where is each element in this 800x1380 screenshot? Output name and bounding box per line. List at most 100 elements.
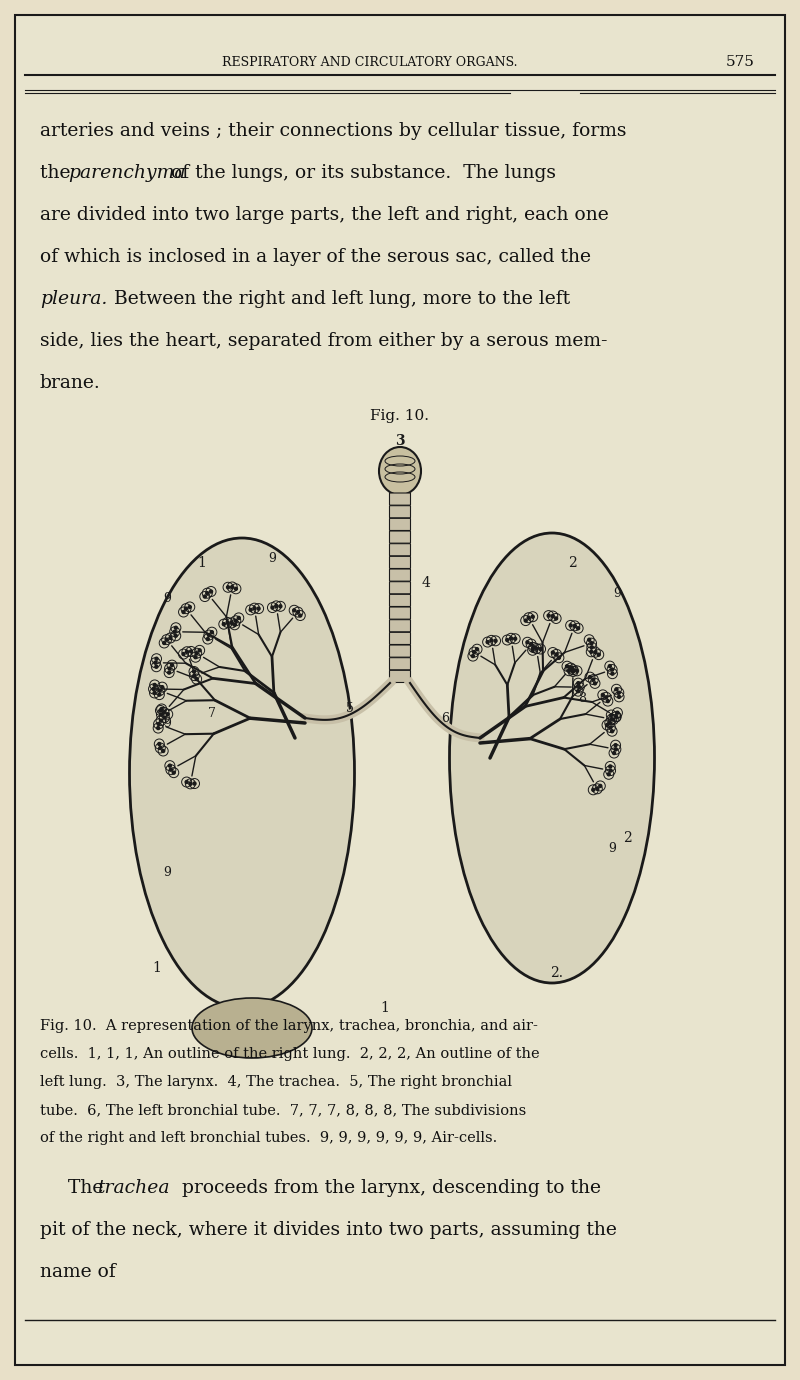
Text: 9: 9	[163, 592, 171, 604]
Text: are divided into two large parts, the left and right, each one: are divided into two large parts, the le…	[40, 206, 609, 224]
Text: RESPIRATORY AND CIRCULATORY ORGANS.: RESPIRATORY AND CIRCULATORY ORGANS.	[222, 55, 518, 69]
Circle shape	[598, 653, 600, 656]
Circle shape	[279, 604, 282, 607]
Circle shape	[608, 722, 611, 724]
Circle shape	[578, 686, 581, 689]
Text: 2.: 2.	[550, 966, 563, 980]
FancyBboxPatch shape	[390, 493, 410, 505]
Text: left lung.  3, The larynx.  4, The trachea.  5, The right bronchial: left lung. 3, The larynx. 4, The trachea…	[40, 1075, 512, 1089]
FancyBboxPatch shape	[390, 607, 410, 620]
Circle shape	[614, 715, 618, 718]
Circle shape	[613, 752, 615, 755]
Circle shape	[230, 621, 234, 624]
Text: 9: 9	[613, 712, 621, 724]
Circle shape	[193, 675, 196, 678]
Circle shape	[609, 769, 612, 771]
Text: 1: 1	[198, 556, 206, 570]
Circle shape	[233, 624, 236, 627]
Circle shape	[532, 646, 535, 649]
Circle shape	[161, 686, 164, 689]
FancyBboxPatch shape	[390, 632, 410, 644]
Text: proceeds from the larynx, descending to the: proceeds from the larynx, descending to …	[176, 1179, 601, 1196]
Circle shape	[575, 669, 578, 672]
Circle shape	[539, 647, 542, 650]
Text: 5: 5	[346, 701, 354, 715]
Text: of the lungs, or its substance.  The lungs: of the lungs, or its substance. The lung…	[165, 164, 556, 182]
Circle shape	[590, 646, 594, 649]
Circle shape	[168, 765, 171, 767]
Circle shape	[203, 595, 206, 598]
Circle shape	[169, 636, 172, 639]
Circle shape	[592, 788, 594, 791]
Text: 9: 9	[608, 842, 616, 854]
Circle shape	[570, 667, 572, 669]
Circle shape	[168, 671, 170, 673]
Circle shape	[162, 711, 166, 713]
Circle shape	[210, 631, 214, 633]
FancyBboxPatch shape	[390, 544, 410, 556]
Circle shape	[155, 665, 158, 668]
Circle shape	[210, 591, 213, 593]
Circle shape	[618, 691, 620, 694]
Circle shape	[160, 713, 163, 716]
Circle shape	[506, 639, 509, 642]
Circle shape	[206, 592, 209, 595]
Circle shape	[577, 690, 580, 693]
Circle shape	[193, 671, 195, 673]
FancyBboxPatch shape	[390, 658, 410, 669]
Circle shape	[190, 650, 193, 653]
Text: 6: 6	[441, 712, 449, 724]
Circle shape	[172, 771, 175, 774]
Circle shape	[607, 773, 610, 776]
Circle shape	[610, 730, 614, 733]
Circle shape	[159, 709, 162, 712]
Circle shape	[253, 607, 256, 610]
Circle shape	[230, 585, 234, 588]
Text: pleura.: pleura.	[40, 290, 107, 308]
Circle shape	[153, 683, 156, 686]
Circle shape	[158, 689, 162, 691]
Circle shape	[588, 638, 590, 642]
Circle shape	[186, 650, 189, 653]
Circle shape	[571, 668, 574, 671]
Circle shape	[238, 617, 240, 620]
Circle shape	[614, 748, 618, 751]
Circle shape	[606, 700, 610, 702]
Circle shape	[594, 651, 597, 654]
Circle shape	[182, 610, 185, 614]
Circle shape	[249, 609, 252, 611]
Circle shape	[160, 708, 163, 711]
Circle shape	[574, 624, 576, 628]
Circle shape	[157, 723, 160, 726]
Circle shape	[174, 627, 178, 629]
Circle shape	[188, 606, 191, 609]
Circle shape	[602, 693, 604, 697]
Circle shape	[610, 668, 614, 671]
Circle shape	[195, 651, 198, 654]
Circle shape	[531, 649, 534, 651]
Circle shape	[182, 653, 185, 656]
Text: Between the right and left lung, more to the left: Between the right and left lung, more to…	[102, 290, 570, 308]
Circle shape	[486, 640, 489, 643]
Circle shape	[589, 676, 591, 679]
Circle shape	[530, 643, 533, 646]
FancyBboxPatch shape	[390, 505, 410, 518]
Text: 2: 2	[568, 556, 576, 570]
Ellipse shape	[130, 538, 354, 1007]
Circle shape	[159, 719, 162, 722]
FancyBboxPatch shape	[390, 671, 410, 683]
Circle shape	[162, 749, 165, 752]
Circle shape	[551, 651, 554, 654]
Text: 9: 9	[613, 586, 621, 599]
Circle shape	[558, 657, 560, 660]
Circle shape	[226, 621, 229, 624]
Circle shape	[170, 664, 174, 667]
Circle shape	[271, 606, 274, 609]
Text: 1: 1	[153, 960, 162, 976]
Text: pit of the neck, where it divides into two parts, assuming the: pit of the neck, where it divides into t…	[40, 1221, 617, 1239]
Circle shape	[514, 638, 517, 640]
Text: 7: 7	[208, 707, 216, 719]
Circle shape	[198, 649, 201, 651]
Circle shape	[524, 620, 527, 622]
Circle shape	[475, 647, 478, 651]
